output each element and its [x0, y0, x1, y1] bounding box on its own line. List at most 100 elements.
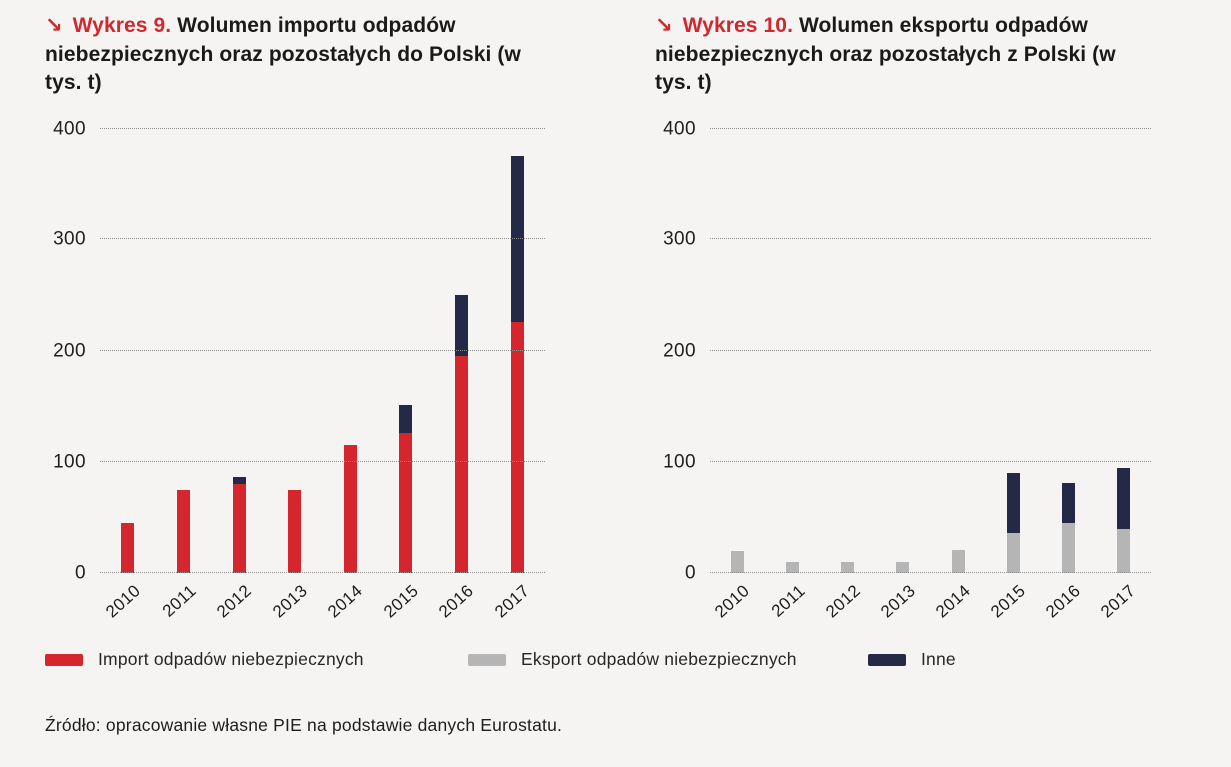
bars-container: [100, 128, 545, 573]
bar-chart-import: 0 100 200 300 400 2010 2011 2012 2013 2014 2015 20…: [45, 120, 545, 628]
stacked-bar-2017: [1116, 468, 1130, 573]
x-tick-label: 2016: [435, 581, 478, 622]
bar-segment: [1116, 528, 1130, 573]
bar-segment: [841, 561, 855, 573]
legend-item-inne: Inne: [868, 649, 956, 670]
x-tick-label: 2010: [101, 581, 144, 622]
bar-slot: [1096, 128, 1151, 573]
x-tick: 2012: [211, 573, 267, 628]
x-tick-label: 2013: [876, 581, 919, 622]
x-tick: 2011: [765, 573, 820, 628]
x-axis: 2010 2011 2012 2013 2014 2015 2016 2017: [655, 573, 1151, 628]
bar-segment: [896, 561, 910, 573]
x-tick: 2014: [323, 573, 379, 628]
bar-slot: [211, 128, 267, 573]
plot-area: [100, 128, 545, 573]
x-tick-label: 2014: [324, 581, 367, 622]
bar-segment: [1006, 532, 1020, 573]
gridline: [100, 128, 545, 129]
x-tick: 2016: [434, 573, 490, 628]
chart-title-text: Wolumen importu odpadów niebezpiecznych …: [45, 14, 521, 95]
y-tick-label: 400: [53, 118, 86, 140]
arrow-down-right-icon: ↘: [45, 14, 63, 37]
stacked-bar-2013: [288, 489, 302, 573]
bar-segment: [176, 489, 190, 573]
legend-swatch-red: [45, 653, 83, 666]
y-tick-label: 100: [53, 451, 86, 473]
chart-section-import: ↘ Wykres 9. Wolumen importu odpadów nieb…: [45, 12, 545, 628]
stacked-bar-2012: [841, 561, 855, 573]
bar-segment: [510, 321, 524, 573]
y-tick-label: 300: [663, 228, 696, 250]
gridline: [710, 128, 1151, 129]
stacked-bar-2013: [896, 561, 910, 573]
x-axis: 2010 2011 2012 2013 2014 2015 2016 2017: [45, 573, 545, 628]
bar-slot: [986, 128, 1041, 573]
axis-gutter: [655, 573, 710, 628]
plot-row: 0 100 200 300 400: [45, 120, 545, 583]
bar-segment: [121, 522, 135, 573]
bar-segment: [1061, 482, 1075, 523]
bar-slot: [323, 128, 379, 573]
x-tick-label: 2011: [158, 581, 200, 621]
x-tick-label: 2011: [767, 581, 809, 621]
y-tick-label: 300: [53, 228, 86, 250]
x-axis-labels: 2010 2011 2012 2013 2014 2015 2016 2017: [100, 573, 545, 628]
bar-segment: [1006, 472, 1020, 533]
x-tick-label: 2016: [1042, 581, 1085, 622]
x-tick-label: 2012: [821, 581, 864, 622]
chart-section-export: ↘ Wykres 10. Wolumen eksportu odpadów ni…: [655, 12, 1151, 628]
legend-label: Import odpadów niebezpiecznych: [98, 649, 364, 669]
gridline: [710, 460, 1151, 462]
legend-swatch-gray: [468, 653, 506, 666]
legend-swatch-navy: [868, 653, 906, 666]
y-axis: 0 100 200 300 400: [45, 120, 100, 583]
y-tick-label: 200: [663, 340, 696, 361]
x-tick: 2017: [489, 573, 545, 628]
y-tick-label: 200: [53, 340, 86, 361]
x-tick-label: 2010: [711, 581, 754, 622]
plot-row: 0 100 200 300 400: [655, 120, 1151, 583]
x-axis-labels: 2010 2011 2012 2013 2014 2015 2016 2017: [710, 573, 1151, 628]
x-tick: 2013: [875, 573, 930, 628]
stacked-bar-2011: [786, 561, 800, 573]
bars-container: [710, 128, 1151, 573]
chart-title-export: ↘ Wykres 10. Wolumen eksportu odpadów ni…: [655, 12, 1151, 105]
bar-chart-export: 0 100 200 300 400 2010 2011 2012 2013 2014 2015 20…: [655, 120, 1151, 628]
chart-number-label: Wykres 10.: [682, 14, 793, 37]
x-tick: 2013: [267, 573, 323, 628]
bar-segment: [1116, 468, 1130, 529]
bar-slot: [820, 128, 875, 573]
y-tick-label: 400: [663, 118, 696, 140]
legend-label: Inne: [921, 649, 956, 669]
x-tick-label: 2013: [268, 581, 311, 622]
bar-slot: [1041, 128, 1096, 573]
gridline: [710, 349, 1151, 351]
bar-slot: [267, 128, 323, 573]
y-tick-label: 0: [685, 562, 696, 584]
bar-slot: [875, 128, 930, 573]
x-tick-label: 2015: [987, 581, 1030, 622]
bar-slot: [931, 128, 986, 573]
x-tick-label: 2015: [379, 581, 422, 622]
x-tick: 2014: [931, 573, 986, 628]
bar-segment: [786, 561, 800, 573]
stacked-bar-2015: [1006, 472, 1020, 573]
stacked-bar-2011: [176, 489, 190, 573]
bar-segment: [343, 445, 357, 573]
plot-area: [710, 128, 1151, 573]
x-tick-label: 2014: [932, 581, 975, 622]
gridline: [100, 238, 545, 240]
x-tick: 2012: [820, 573, 875, 628]
chart-legend: Import odpadów niebezpiecznych Eksport o…: [45, 649, 1231, 670]
stacked-bar-2015: [399, 405, 413, 573]
bar-segment: [455, 294, 469, 357]
bar-segment: [399, 405, 413, 433]
x-tick: 2010: [710, 573, 765, 628]
gridline: [100, 572, 545, 573]
bar-segment: [232, 477, 246, 484]
bar-slot: [489, 128, 545, 573]
x-tick: 2011: [156, 573, 212, 628]
chart-title-text: Wolumen eksportu odpadów niebezpiecznych…: [655, 14, 1116, 95]
